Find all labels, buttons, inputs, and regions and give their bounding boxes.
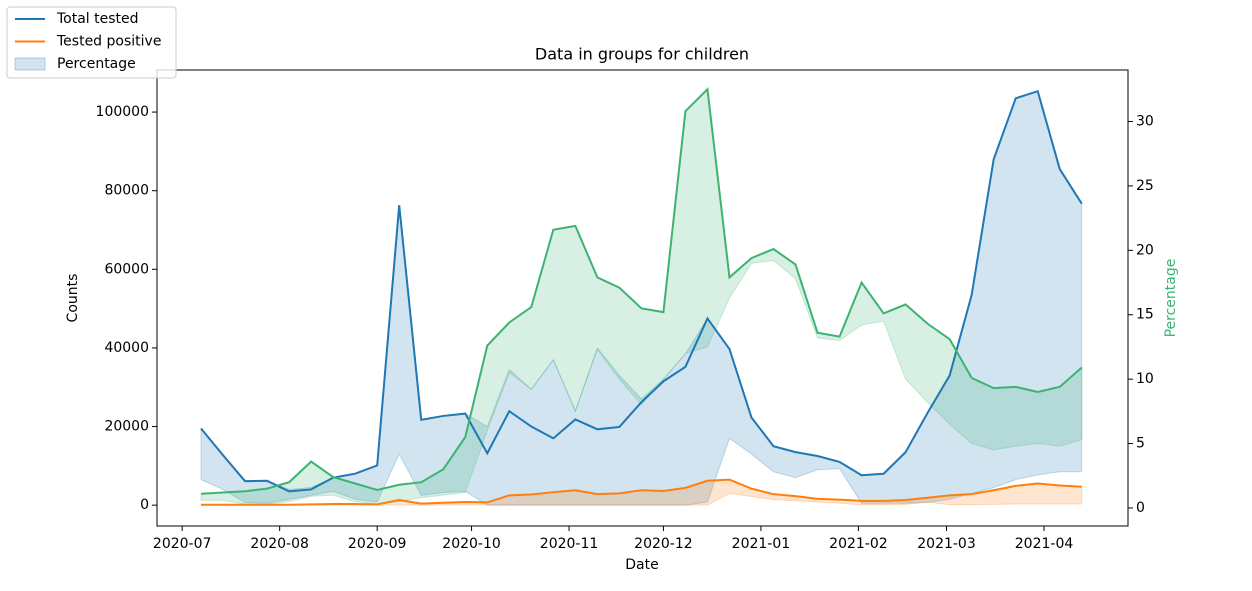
y2-tick-label: 15 [1136,307,1154,323]
confidence-band [200,90,1083,506]
x-axis-label: Date [625,557,658,573]
x-tick-label: 2020-10 [442,536,501,552]
x-tick-label: 2020-08 [250,536,309,552]
y2-tick-label: 10 [1136,371,1154,387]
x-tick-label: 2021-01 [732,536,791,552]
x-tick-label: 2020-11 [540,536,599,552]
y2-tick-label: 20 [1136,242,1154,258]
y2-tick-label: 0 [1136,500,1145,516]
x-tick-label: 2021-04 [1015,536,1074,552]
legend-box [6,6,177,79]
plot-frame [156,69,1129,527]
series-line [201,478,1082,506]
y-axis-label: Counts [65,274,81,323]
y2-axis-label: Percentage [1163,259,1179,338]
legend-label: Percentage [57,56,136,72]
series-line [200,89,1083,493]
chart-title: Data in groups for children [535,45,749,64]
series-line [200,87,1083,495]
x-tick-label: 2020-12 [634,536,693,552]
y2-tick-label: 5 [1136,436,1145,452]
y-tick-label: 0 [140,497,149,513]
y-tick-label: 100000 [96,104,149,120]
x-tick-label: 2021-02 [829,536,888,552]
legend-label: Total tested [56,11,139,27]
legend-label: Tested positive [56,34,161,50]
y2-tick-label: 25 [1136,178,1154,194]
y-tick-label: 80000 [104,183,149,199]
y-tick-label: 40000 [104,340,149,356]
x-tick-label: 2021-03 [917,536,976,552]
y2-tick-label: 30 [1136,114,1154,130]
x-tick-label: 2020-09 [348,536,407,552]
legend-swatch [14,57,46,71]
x-tick-label: 2020-07 [153,536,212,552]
y-tick-label: 60000 [104,261,149,277]
y-tick-label: 20000 [104,419,149,435]
